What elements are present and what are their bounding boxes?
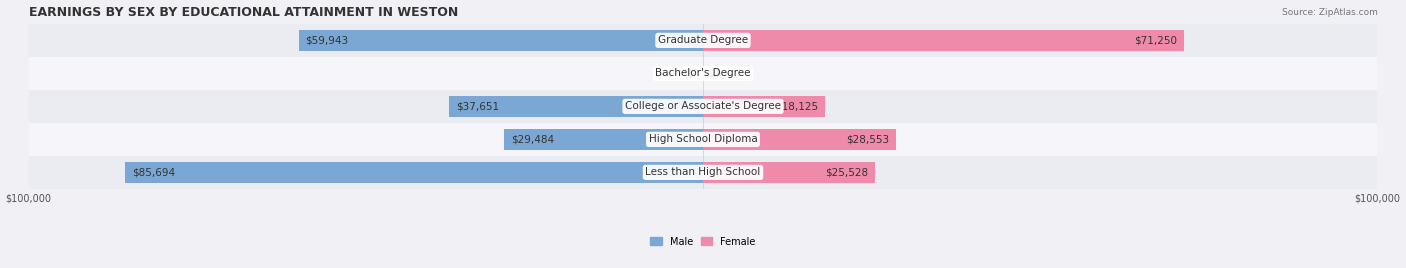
Text: Source: ZipAtlas.com: Source: ZipAtlas.com	[1282, 8, 1378, 17]
Text: Less than High School: Less than High School	[645, 168, 761, 177]
Bar	[703, 30, 1184, 51]
Bar	[703, 162, 875, 183]
Text: $37,651: $37,651	[456, 101, 499, 111]
Text: $0: $0	[686, 68, 700, 78]
FancyBboxPatch shape	[28, 24, 1378, 57]
Bar	[298, 30, 703, 51]
Text: Bachelor's Degree: Bachelor's Degree	[655, 68, 751, 78]
Text: $18,125: $18,125	[775, 101, 818, 111]
Bar	[703, 129, 896, 150]
Text: $29,484: $29,484	[510, 134, 554, 144]
Text: $25,528: $25,528	[825, 168, 869, 177]
FancyBboxPatch shape	[28, 90, 1378, 123]
Text: $0: $0	[706, 68, 720, 78]
FancyBboxPatch shape	[28, 156, 1378, 189]
Text: $71,250: $71,250	[1133, 35, 1177, 45]
Text: EARNINGS BY SEX BY EDUCATIONAL ATTAINMENT IN WESTON: EARNINGS BY SEX BY EDUCATIONAL ATTAINMEN…	[28, 6, 458, 18]
FancyBboxPatch shape	[28, 57, 1378, 90]
Text: $59,943: $59,943	[305, 35, 349, 45]
Bar	[505, 129, 703, 150]
Text: College or Associate's Degree: College or Associate's Degree	[626, 101, 780, 111]
Bar	[449, 96, 703, 117]
Text: High School Diploma: High School Diploma	[648, 134, 758, 144]
Text: Graduate Degree: Graduate Degree	[658, 35, 748, 45]
Text: $28,553: $28,553	[845, 134, 889, 144]
Text: $85,694: $85,694	[132, 168, 174, 177]
Bar	[125, 162, 703, 183]
Legend: Male, Female: Male, Female	[651, 237, 755, 247]
Bar	[703, 96, 825, 117]
FancyBboxPatch shape	[28, 123, 1378, 156]
